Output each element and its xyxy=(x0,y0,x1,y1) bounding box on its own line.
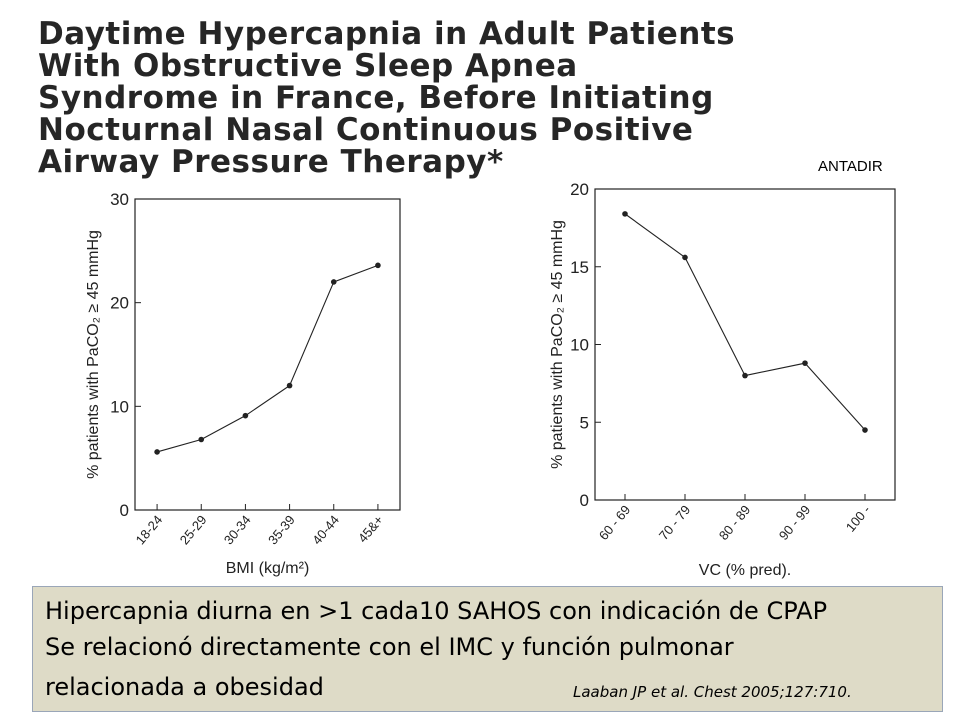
x-tick-label: 70 - 79 xyxy=(656,502,694,543)
plot-frame xyxy=(134,198,401,511)
y-tick-label: 0 xyxy=(580,491,589,510)
series-line xyxy=(156,264,379,453)
title-line-5: Airway Pressure Therapy* xyxy=(38,144,504,180)
title-line-3: Syndrome in France, Before Initiating xyxy=(38,80,714,116)
y-tick-label: 30 xyxy=(110,190,129,209)
data-point xyxy=(742,372,748,379)
x-axis-label: VC (% pred). xyxy=(699,562,791,579)
data-point xyxy=(330,279,337,285)
x-tick-label: 80 - 89 xyxy=(716,502,754,543)
y-axis-label: % patients with PaCO₂ ≥ 45 mmHg xyxy=(549,220,566,469)
y-tick-label: 20 xyxy=(110,294,129,313)
data-point xyxy=(802,360,808,366)
series-line xyxy=(624,213,866,431)
source-tag: ANTADIR xyxy=(818,158,883,175)
y-tick-label: 10 xyxy=(110,397,129,416)
x-tick-label: 60 - 69 xyxy=(596,502,634,543)
plot-frame xyxy=(594,188,896,501)
data-point xyxy=(242,412,249,419)
title-line-4: Nocturnal Nasal Continuous Positive xyxy=(38,112,694,148)
x-axis-label: BMI (kg/m²) xyxy=(226,560,310,577)
x-tick-label: 18-24 xyxy=(133,512,166,547)
data-point xyxy=(198,436,205,443)
x-tick-label: 45&+ xyxy=(355,512,386,545)
summary-line-2: Se relacionó directamente con el IMC y f… xyxy=(45,633,734,661)
y-tick-label: 15 xyxy=(570,258,589,277)
bmi-chart: 0 10 20 30 18-24 25-29 30-34 35-39 40-44 45&+ BMI … xyxy=(85,190,401,577)
x-tick-label: 90 - 99 xyxy=(776,502,814,543)
slide-title: Daytime Hypercapnia in Adult Patients Wi… xyxy=(38,18,838,178)
summary-line-3: relacionada a obesidad xyxy=(45,673,324,701)
y-tick-label: 10 xyxy=(570,336,589,355)
data-point xyxy=(682,254,688,261)
vc-chart: 0 5 10 15 20 60 - 69 70 - 79 80 - 89 90 - 99 100 … xyxy=(549,180,896,579)
y-tick-label: 0 xyxy=(120,501,129,520)
x-tick-label: 40-44 xyxy=(309,512,342,547)
summary-line-1: Hipercapnia diurna en >1 cada10 SAHOS co… xyxy=(45,597,828,625)
x-tick-label: 100 - xyxy=(843,502,874,534)
data-point xyxy=(286,382,293,389)
title-line-2: With Obstructive Sleep Apnea xyxy=(38,48,578,84)
data-point xyxy=(375,262,381,269)
data-point xyxy=(154,449,160,455)
y-tick-label: 20 xyxy=(570,180,589,199)
citation: Laaban JP et al. Chest 2005;127:710. xyxy=(573,683,852,701)
data-point xyxy=(622,211,628,217)
y-tick-label: 5 xyxy=(580,413,589,432)
title-line-1: Daytime Hypercapnia in Adult Patients xyxy=(38,16,736,52)
summary-box: Hipercapnia diurna en >1 cada10 SAHOS co… xyxy=(32,586,943,712)
y-axis-label: % patients with PaCO₂ ≥ 45 mmHg xyxy=(85,230,102,479)
x-tick-label: 25-29 xyxy=(177,512,210,547)
x-tick-label: 35-39 xyxy=(265,512,298,547)
x-tick-label: 30-34 xyxy=(221,512,254,547)
data-point xyxy=(862,427,868,433)
